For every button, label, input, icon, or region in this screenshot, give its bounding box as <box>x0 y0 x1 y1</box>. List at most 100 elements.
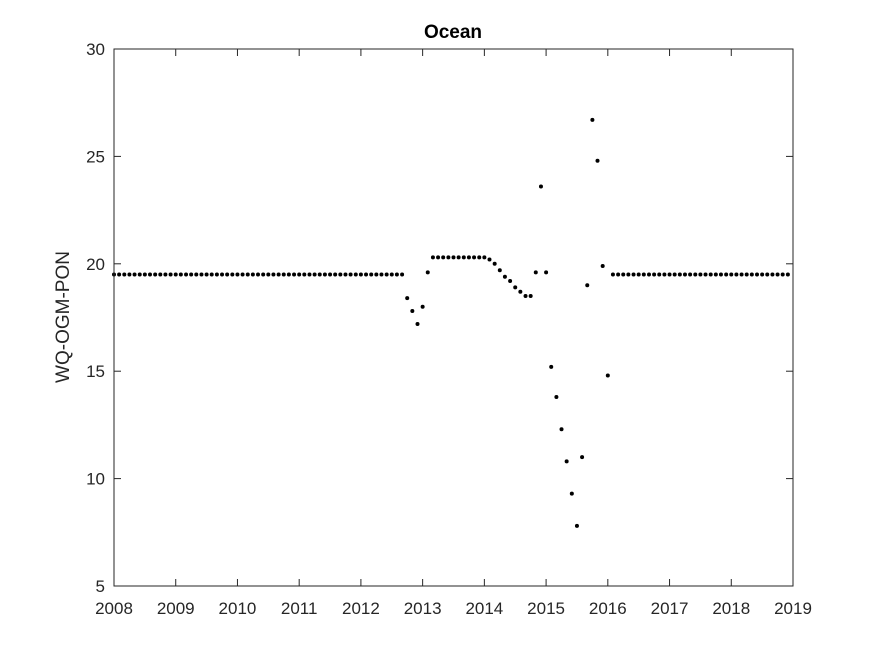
data-point <box>672 272 677 277</box>
data-point <box>271 272 276 277</box>
data-point <box>544 270 549 275</box>
data-point <box>574 523 579 528</box>
x-axis: 2008 2009 2010 2011 2012 2013 2014 2015 2016 2017… <box>95 49 812 618</box>
data-point <box>785 272 790 277</box>
x-tick-label: 2009 <box>157 599 195 618</box>
data-point <box>441 255 446 260</box>
y-tick-label: 20 <box>86 255 105 274</box>
data-point <box>631 272 636 277</box>
data-point <box>245 272 250 277</box>
data-point <box>142 272 147 277</box>
data-point <box>770 272 775 277</box>
data-point <box>729 272 734 277</box>
data-point <box>230 272 235 277</box>
data-point <box>168 272 173 277</box>
data-point <box>472 255 477 260</box>
data-point <box>292 272 297 277</box>
data-points <box>112 117 790 528</box>
data-point <box>636 272 641 277</box>
data-point <box>256 272 261 277</box>
data-point <box>749 272 754 277</box>
data-point <box>466 255 471 260</box>
data-point <box>497 268 502 273</box>
data-point <box>713 272 718 277</box>
axes-frame <box>113 48 794 587</box>
data-point <box>209 272 214 277</box>
data-point <box>199 272 204 277</box>
data-point <box>281 272 286 277</box>
data-point <box>307 272 312 277</box>
y-axis-label: WQ-OGM-PON <box>53 251 74 383</box>
data-point <box>369 272 374 277</box>
data-point <box>117 272 122 277</box>
data-point <box>487 257 492 262</box>
data-point <box>739 272 744 277</box>
data-point <box>189 272 194 277</box>
data-point <box>590 117 595 122</box>
data-point <box>225 272 230 277</box>
y-axis: 5 10 15 20 25 30 <box>86 40 793 596</box>
data-point <box>734 272 739 277</box>
data-point <box>214 272 219 277</box>
data-point <box>708 272 713 277</box>
data-point <box>569 491 574 496</box>
x-tick-label: 2019 <box>774 599 812 618</box>
data-point <box>533 270 538 275</box>
data-point <box>461 255 466 260</box>
data-point <box>780 272 785 277</box>
x-tick-label: 2011 <box>281 599 318 618</box>
data-point <box>276 272 281 277</box>
x-tick-label: 2008 <box>95 599 133 618</box>
data-point <box>410 309 415 314</box>
data-point <box>595 158 600 163</box>
data-point <box>513 285 518 290</box>
data-point <box>518 289 523 294</box>
data-point <box>358 272 363 277</box>
data-point <box>235 272 240 277</box>
data-point <box>765 272 770 277</box>
data-point <box>554 394 559 399</box>
data-point <box>585 283 590 288</box>
data-point <box>451 255 456 260</box>
data-point <box>621 272 626 277</box>
data-point <box>420 304 425 309</box>
data-point <box>364 272 369 277</box>
data-point <box>379 272 384 277</box>
data-point <box>384 272 389 277</box>
data-point <box>266 272 271 277</box>
x-tick-label: 2012 <box>342 599 380 618</box>
y-tick-label: 15 <box>86 362 105 381</box>
x-tick-label: 2016 <box>589 599 627 618</box>
data-point <box>297 272 302 277</box>
data-point <box>173 272 178 277</box>
axes-box <box>113 48 794 587</box>
data-point <box>127 272 132 277</box>
data-point <box>343 272 348 277</box>
x-tick-label: 2015 <box>527 599 565 618</box>
data-point <box>261 272 266 277</box>
data-point <box>220 272 225 277</box>
data-point <box>394 272 399 277</box>
data-point <box>580 455 585 460</box>
data-point <box>492 261 497 266</box>
data-point <box>502 274 507 279</box>
data-point <box>564 459 569 464</box>
data-point <box>322 272 327 277</box>
data-point <box>204 272 209 277</box>
plot-area <box>114 49 793 586</box>
data-point <box>338 272 343 277</box>
data-point <box>333 272 338 277</box>
data-point <box>158 272 163 277</box>
x-tick-label: 2013 <box>404 599 442 618</box>
data-point <box>538 184 543 189</box>
data-point <box>348 272 353 277</box>
data-point <box>178 272 183 277</box>
data-point <box>775 272 780 277</box>
data-point <box>528 294 533 299</box>
data-point <box>184 272 189 277</box>
data-point <box>646 272 651 277</box>
data-point <box>425 270 430 275</box>
data-point <box>286 272 291 277</box>
data-point <box>240 272 245 277</box>
